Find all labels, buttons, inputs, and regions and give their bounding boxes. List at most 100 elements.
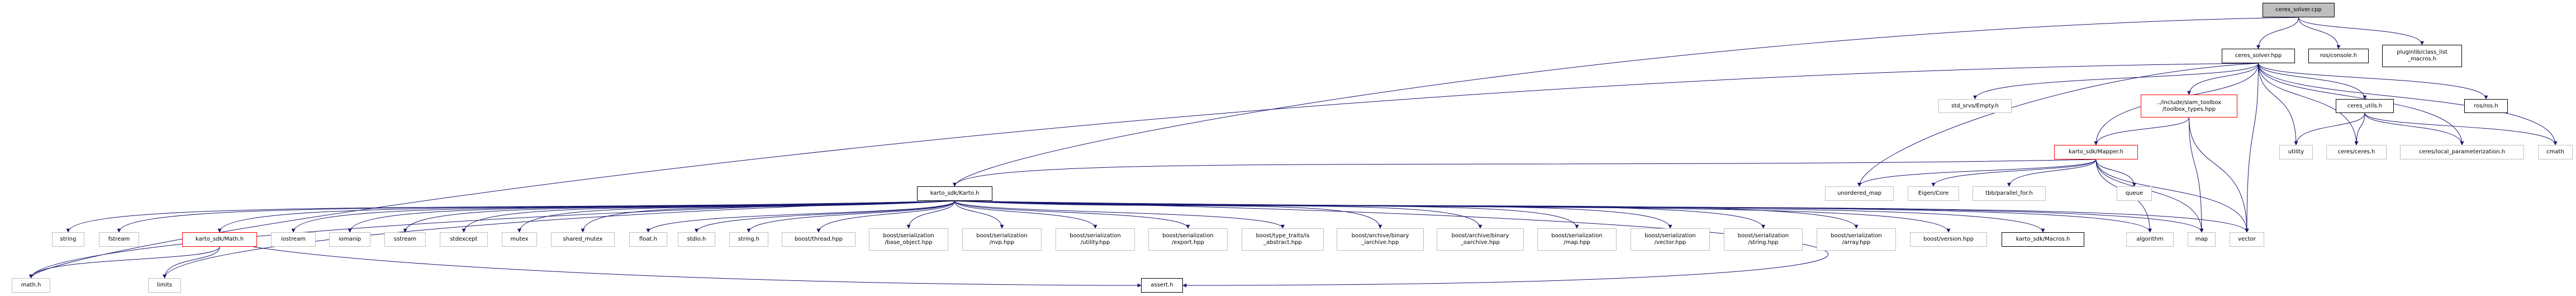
edge-hpp-to-utility [2258, 63, 2298, 145]
node-boarch[interactable]: boost/archive/binary _oarchive.hpp [1437, 228, 1524, 251]
node-version[interactable]: boost/version.hpp [1910, 232, 1987, 247]
node-floath[interactable]: float.h [629, 232, 667, 247]
node-empty[interactable]: std_srvs/Empty.h [1938, 99, 2012, 113]
node-cpp[interactable]: ceres_solver.cpp [2263, 3, 2335, 17]
node-cmath[interactable]: cmath [2538, 145, 2573, 159]
node-label: boost/serialization /vector.hpp [1645, 233, 1696, 246]
edge-cutils-to-utility [2294, 112, 2365, 145]
node-hpp[interactable]: ceres_solver.hpp [2222, 49, 2295, 63]
edge-toolbox-to-mapper [2094, 117, 2189, 145]
node-label: boost/serialization /base_object.hpp [883, 233, 934, 246]
node-mutex[interactable]: mutex [502, 232, 537, 247]
node-label: cmath [2546, 149, 2564, 155]
node-fstream[interactable]: fstream [99, 232, 139, 247]
node-label: boost/archive/binary _iarchive.hpp [1351, 233, 1409, 246]
edge-karto-to-serutil [954, 200, 1097, 229]
edge-hpp-to-umap [1857, 63, 2259, 187]
node-sermap[interactable]: boost/serialization /map.hpp [1537, 228, 1617, 251]
edge-cutils-to-ceres [2354, 112, 2365, 145]
node-stdio[interactable]: stdio.h [678, 232, 715, 247]
node-kmath[interactable]: karto_sdk/Math.h [182, 232, 257, 247]
edge-karto-to-fstream [117, 200, 955, 233]
node-serstr[interactable]: boost/serialization /string.hpp [1724, 228, 1803, 251]
node-string[interactable]: string [52, 232, 84, 247]
node-stringh[interactable]: string.h [729, 232, 768, 247]
edge-toolbox-to-vector [2189, 117, 2249, 233]
edge-hpp-to-ceres [2258, 63, 2359, 145]
node-umap[interactable]: unordered_map [1825, 186, 1894, 201]
node-ceres[interactable]: ceres/ceres.h [2326, 145, 2387, 159]
node-vector[interactable]: vector [2230, 232, 2264, 247]
edge-hpp-to-cmath [2258, 63, 2558, 145]
node-mapper[interactable]: karto_sdk/Mapper.h [2054, 145, 2138, 159]
edge-kmath-to-mathh [29, 246, 220, 279]
node-macros[interactable]: karto_sdk/Macros.h [2002, 232, 2084, 247]
node-shmutex[interactable]: shared_mutex [551, 232, 615, 247]
node-rosros[interactable]: ros/ros.h [2464, 99, 2508, 113]
edge-karto-to-isabs [954, 200, 1285, 229]
node-label: fstream [108, 236, 130, 242]
edge-hpp-to-empty [1973, 63, 2259, 100]
node-console[interactable]: ros/console.h [2308, 49, 2369, 63]
node-label: boost/serialization /export.hpp [1162, 233, 1214, 246]
edge-cpp-to-karto [953, 17, 2299, 187]
edge-karto-to-nvp [954, 200, 1004, 229]
edge-mapper-to-eigen [1931, 159, 2097, 187]
edge-cpp-to-console [2298, 17, 2341, 49]
node-label: string.h [738, 236, 760, 242]
node-eigen[interactable]: Eigen/Core [1908, 186, 1959, 201]
node-algorithm[interactable]: algorithm [2126, 232, 2174, 247]
node-label: boost/type_traits/is _abstract.hpp [1256, 233, 1310, 246]
node-map[interactable]: map [2188, 232, 2216, 247]
node-label: stdexcept [450, 236, 478, 242]
node-thread[interactable]: boost/thread.hpp [782, 232, 856, 247]
edge-mapper-to-karto [953, 159, 2097, 187]
edge-hpp-to-cutils [2258, 63, 2367, 100]
node-serutil[interactable]: boost/serialization /utility.hpp [1056, 228, 1135, 251]
node-toolbox[interactable]: ../include/slam_toolbox /toolbox_types.h… [2141, 95, 2237, 118]
node-mathh[interactable]: math.h [12, 278, 50, 293]
node-biarch[interactable]: boost/archive/binary _iarchive.hpp [1337, 228, 1424, 251]
node-label: boost/serialization /nvp.hpp [976, 233, 1028, 246]
edge-kmath-to-assert [253, 246, 1142, 288]
node-label: map [2195, 236, 2208, 242]
node-servec[interactable]: boost/serialization /vector.hpp [1631, 228, 1710, 251]
node-queue[interactable]: queue [2117, 186, 2152, 201]
edge-hpp-to-vector [2245, 63, 2259, 233]
edge-mapper-to-tbb [2007, 159, 2097, 187]
node-label: ceres_utils.h [2347, 102, 2383, 109]
node-limits[interactable]: limits [148, 278, 181, 293]
node-utility[interactable]: utility [2279, 145, 2313, 159]
node-localparam[interactable]: ceres/local_parameterization.h [2400, 145, 2524, 159]
node-cutils[interactable]: ceres_utils.h [2336, 99, 2394, 113]
node-tbb[interactable]: tbb/parallel_for.h [1973, 186, 2046, 201]
node-label: algorithm [2136, 236, 2164, 242]
node-serarr[interactable]: boost/serialization /array.hpp [1817, 228, 1896, 251]
node-nvp[interactable]: boost/serialization /nvp.hpp [962, 228, 1042, 251]
node-iostream[interactable]: iostream [271, 232, 316, 247]
node-export[interactable]: boost/serialization /export.hpp [1148, 228, 1228, 251]
edge-hpp-to-rosros [2258, 63, 2488, 100]
node-label: boost/archive/binary _oarchive.hpp [1451, 233, 1509, 246]
node-karto[interactable]: karto_sdk/Karto.h [917, 186, 992, 201]
node-label: sstream [393, 236, 417, 242]
node-label: karto_sdk/Macros.h [2016, 236, 2070, 242]
node-label: ceres_solver.cpp [2275, 7, 2322, 13]
node-label: assert.h [1151, 282, 1173, 288]
node-isabs[interactable]: boost/type_traits/is _abstract.hpp [1242, 228, 1324, 251]
node-pluginlib[interactable]: pluginlib/class_list _macros.h [2382, 45, 2462, 67]
node-iomanip[interactable]: iomanip [329, 232, 370, 247]
node-label: string [60, 236, 77, 242]
node-label: boost/serialization /array.hpp [1831, 233, 1882, 246]
node-label: mutex [510, 236, 529, 242]
node-stdexcept[interactable]: stdexcept [440, 232, 488, 247]
node-baseobj[interactable]: boost/serialization /base_object.hpp [869, 228, 948, 251]
node-label: iomanip [338, 236, 362, 242]
edge-mapper-to-vector [2095, 159, 2249, 233]
edge-mapper-to-queue [2095, 159, 2136, 187]
node-label: boost/serialization /utility.hpp [1070, 233, 1121, 246]
node-label: ceres/local_parameterization.h [2418, 149, 2506, 155]
node-assert[interactable]: assert.h [1141, 278, 1183, 293]
node-sstream[interactable]: sstream [384, 232, 426, 247]
